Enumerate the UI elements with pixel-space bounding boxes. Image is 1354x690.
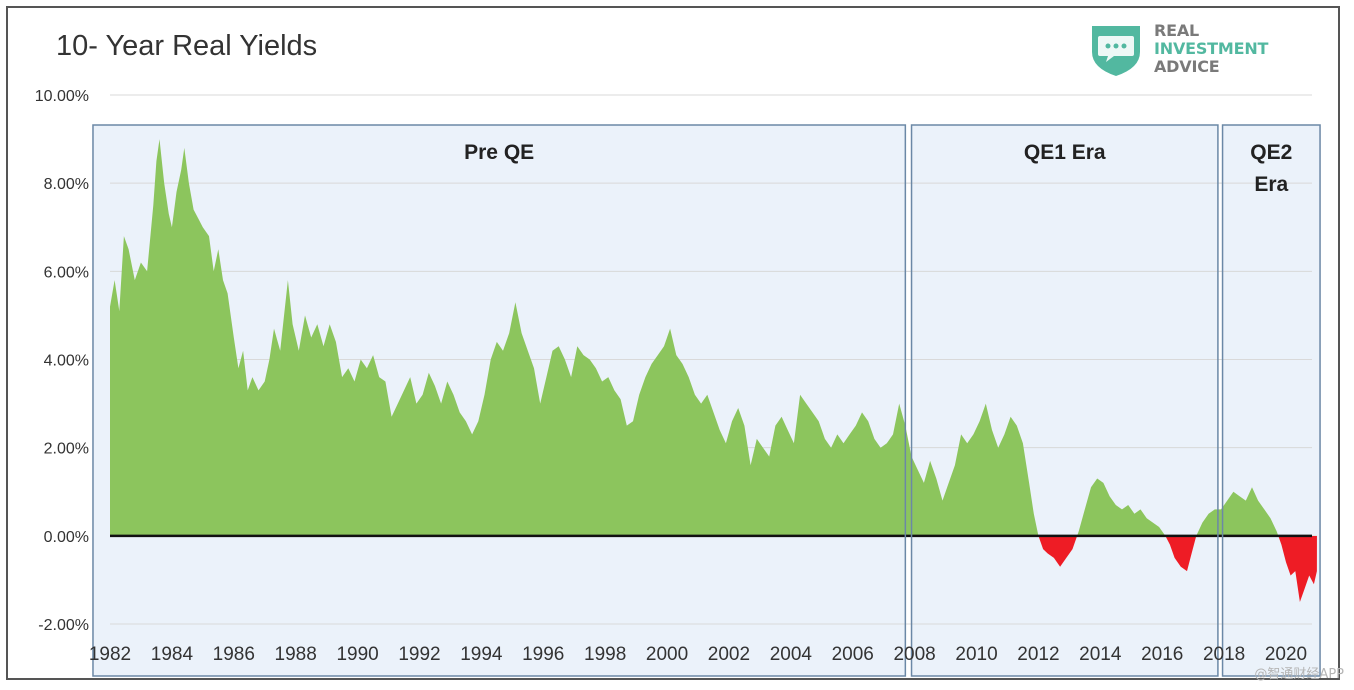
y-tick-label: 8.00% — [44, 176, 89, 193]
region-band — [911, 125, 1218, 676]
logo-wordmark: REAL INVESTMENT ADVICE — [1154, 22, 1268, 76]
y-tick-label: 2.00% — [44, 441, 89, 458]
x-tick-label: 1990 — [336, 644, 378, 665]
region-border — [910, 124, 1219, 677]
x-tick-label: 1982 — [89, 644, 131, 665]
logo-line-3: ADVICE — [1154, 57, 1220, 76]
area-positive — [110, 139, 1317, 536]
x-tick-label: 2014 — [1079, 644, 1122, 665]
region-label: Era — [1254, 173, 1288, 196]
x-tick-label: 1986 — [213, 644, 255, 665]
brand-logo: REAL INVESTMENT ADVICE — [1088, 22, 1298, 78]
x-tick-label: 2006 — [832, 644, 874, 665]
x-tick-label: 1996 — [522, 644, 564, 665]
watermark: @智通财经APP — [1254, 667, 1344, 682]
area-negative — [1038, 535, 1317, 602]
x-tick-label: 1988 — [275, 644, 317, 665]
region-label: QE1 Era — [1024, 141, 1106, 164]
x-tick-label: 1998 — [584, 644, 626, 665]
region-label: QE2 — [1250, 141, 1292, 164]
x-tick-label: 1984 — [151, 644, 194, 665]
y-tick-label: 10.00% — [35, 88, 89, 105]
logo-line-1: REAL — [1154, 21, 1200, 40]
region-label: Pre QE — [464, 141, 534, 164]
x-tick-label: 2000 — [646, 644, 688, 665]
region-band — [1222, 125, 1321, 676]
x-tick-label: 2016 — [1141, 644, 1183, 665]
x-tick-label: 2010 — [955, 644, 997, 665]
logo-line-2: INVESTMENT — [1154, 39, 1269, 58]
x-tick-label: 2002 — [708, 644, 750, 665]
region-border — [1221, 124, 1321, 677]
y-tick-label: -2.00% — [38, 617, 89, 634]
chart-title: 10- Year Real Yields — [56, 30, 318, 62]
x-tick-label: 1992 — [398, 644, 440, 665]
x-tick-label: 2008 — [893, 644, 935, 665]
y-tick-label: 0.00% — [44, 529, 89, 546]
x-tick-label: 2020 — [1265, 644, 1307, 665]
region-border — [92, 124, 907, 677]
x-tick-label: 2004 — [770, 644, 813, 665]
x-tick-label: 2018 — [1203, 644, 1245, 665]
y-tick-label: 6.00% — [44, 264, 89, 281]
x-tick-label: 1994 — [460, 644, 503, 665]
shield-icon — [1092, 26, 1140, 76]
x-tick-label: 2012 — [1017, 644, 1059, 665]
y-tick-label: 4.00% — [44, 353, 89, 370]
